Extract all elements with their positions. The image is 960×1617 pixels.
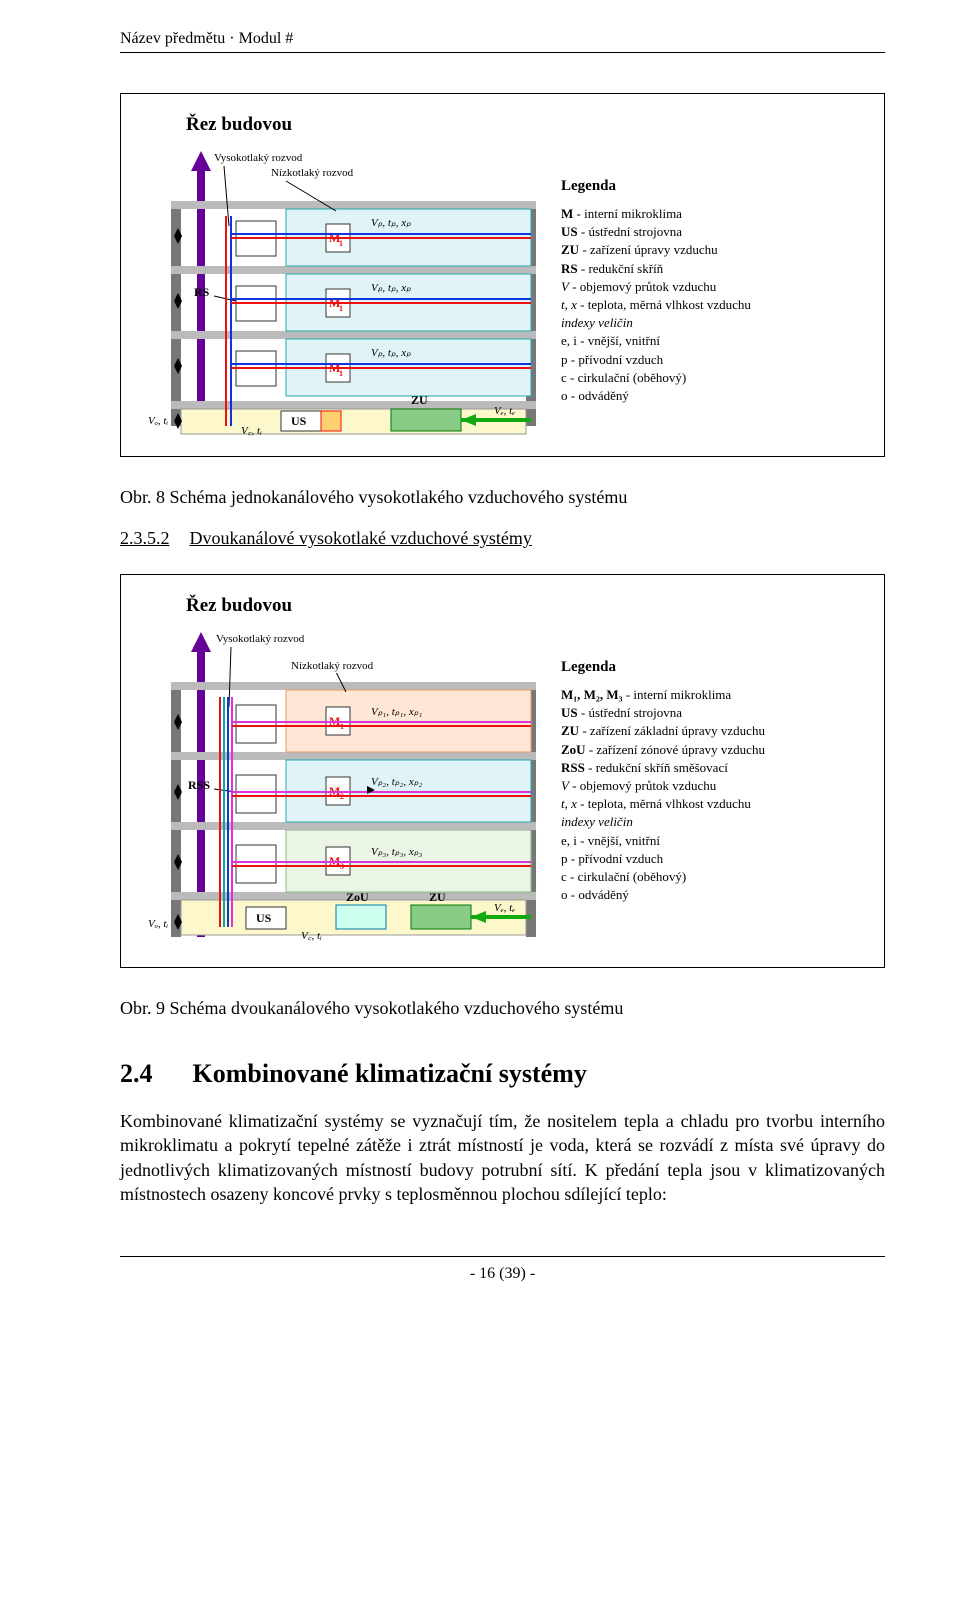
svg-text:V꜀, tᵢ: V꜀, tᵢ <box>301 930 322 942</box>
svg-text:Vₚ₂, tₚ₂, xₚ₂: Vₚ₂, tₚ₂, xₚ₂ <box>371 776 422 788</box>
heading-text: Kombinované klimatizační systémy <box>193 1059 587 1089</box>
svg-text:Vₚ₁, tₚ₁, xₚ₁: Vₚ₁, tₚ₁, xₚ₁ <box>371 706 422 718</box>
legend-title: Legenda <box>561 176 869 197</box>
svg-text:Vₑ, tₑ: Vₑ, tₑ <box>494 405 515 417</box>
svg-text:Vₒ, tᵢ: Vₒ, tᵢ <box>148 918 168 930</box>
figure-1-caption: Obr. 8 Schéma jednokanálového vysokotlak… <box>120 487 885 508</box>
svg-text:V꜀, tᵢ: V꜀, tᵢ <box>241 425 262 436</box>
svg-text:Vₚ, tₚ, xₚ: Vₚ, tₚ, xₚ <box>371 282 411 294</box>
legend-line: ZoU - zařízení zónové úpravy vzduchu <box>561 741 869 759</box>
svg-text:US: US <box>256 911 272 925</box>
figure-1-diagram: M1 M1 M1 Nízkotlaký rozvod Vysokotlaký r… <box>136 146 546 436</box>
svg-text:Vₑ, tₑ: Vₑ, tₑ <box>494 902 515 914</box>
figure-1-title: Řez budovou <box>186 114 869 136</box>
legend-title: Legenda <box>561 657 869 678</box>
svg-text:US: US <box>291 414 307 428</box>
svg-text:RSS: RSS <box>188 778 210 792</box>
svg-text:ZU: ZU <box>411 393 428 407</box>
heading-num: 2.4 <box>120 1059 153 1089</box>
legend-line: ZU - zařízení úpravy vzduchu <box>561 241 869 259</box>
legend-line: V - objemový průtok vzduchu <box>561 278 869 296</box>
page-header: Název předmětu · Modul # <box>120 30 885 48</box>
legend-line: p - přívodní vzduch <box>561 850 869 868</box>
svg-text:Vysokotlaký rozvod: Vysokotlaký rozvod <box>216 633 305 645</box>
legend-line: M - interní mikroklima <box>561 205 869 223</box>
legend-line: o - odváděný <box>561 387 869 405</box>
svg-text:1: 1 <box>339 239 343 248</box>
figure-2-diagram: RSS M1 M2 M3 Vysokotlaký rozvod Nízkotla… <box>136 627 546 947</box>
body-paragraph: Kombinované klimatizační systémy se vyzn… <box>120 1109 885 1206</box>
legend-line: t, x - teplota, měrná vlhkost vzduchu <box>561 795 869 813</box>
svg-text:ZU: ZU <box>429 890 446 904</box>
figure-2-title: Řez budovou <box>186 595 869 617</box>
svg-text:1: 1 <box>339 304 343 313</box>
legend-line: c - cirkulační (oběhový) <box>561 868 869 886</box>
legend-line: ZU - zařízení základní úpravy vzduchu <box>561 722 869 740</box>
figure-2-box: Řez budovou <box>120 574 885 968</box>
header-rule <box>120 52 885 53</box>
legend-line: e, i - vnější, vnitřní <box>561 832 869 850</box>
svg-text:Vysokotlaký rozvod: Vysokotlaký rozvod <box>214 152 303 164</box>
legend-line: V - objemový průtok vzduchu <box>561 777 869 795</box>
figure-1-box: Řez budovou <box>120 93 885 457</box>
figure-2-legend: Legenda M₁, M₂, M₃ - interní mikroklimaU… <box>561 627 869 947</box>
page-number: - 16 (39) - <box>120 1265 885 1283</box>
svg-text:Vₚ, tₚ, xₚ: Vₚ, tₚ, xₚ <box>371 347 411 359</box>
subheading-text: Dvoukanálové vysokotlaké vzduchové systé… <box>190 528 532 549</box>
legend-line: US - ústřední strojovna <box>561 223 869 241</box>
legend-line: p - přívodní vzduch <box>561 351 869 369</box>
legend-line: M₁, M₂, M₃ - interní mikroklima <box>561 686 869 704</box>
legend-line: c - cirkulační (oběhový) <box>561 369 869 387</box>
heading-2-4: 2.4 Kombinované klimatizační systémy <box>120 1059 885 1089</box>
legend-line: indexy veličin <box>561 314 869 332</box>
footer-rule <box>120 1256 885 1257</box>
svg-text:Vₒ, tᵢ: Vₒ, tᵢ <box>148 415 168 427</box>
legend-line: RS - redukční skříň <box>561 260 869 278</box>
figure-1-legend: Legenda M - interní mikroklimaUS - ústře… <box>561 146 869 436</box>
legend-line: t, x - teplota, měrná vlhkost vzduchu <box>561 296 869 314</box>
legend-line: indexy veličin <box>561 813 869 831</box>
legend-line: US - ústřední strojovna <box>561 704 869 722</box>
legend-line: e, i - vnější, vnitřní <box>561 332 869 350</box>
svg-text:Vₚ, tₚ, xₚ: Vₚ, tₚ, xₚ <box>371 217 411 229</box>
subheading-num: 2.3.5.2 <box>120 528 170 549</box>
svg-text:1: 1 <box>339 369 343 378</box>
svg-text:Vₚ₃, tₚ₃, xₚ₃: Vₚ₃, tₚ₃, xₚ₃ <box>371 846 422 858</box>
svg-text:ZoU: ZoU <box>346 890 369 904</box>
svg-text:RS: RS <box>194 285 210 299</box>
subheading-2352: 2.3.5.2 Dvoukanálové vysokotlaké vzducho… <box>120 528 885 549</box>
svg-text:Nízkotlaký rozvod: Nízkotlaký rozvod <box>271 167 354 179</box>
legend-line: RSS - redukční skříň směšovací <box>561 759 869 777</box>
figure-2-caption: Obr. 9 Schéma dvoukanálového vysokotlaké… <box>120 998 885 1019</box>
svg-text:Nízkotlaký rozvod: Nízkotlaký rozvod <box>291 660 374 672</box>
legend-line: o - odváděný <box>561 886 869 904</box>
